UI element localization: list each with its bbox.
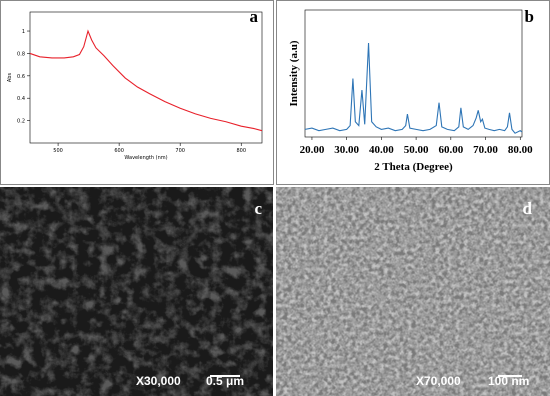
panel-b-frame bbox=[276, 0, 550, 185]
data-line bbox=[304, 42, 523, 134]
x-tick-label: 600 bbox=[114, 148, 124, 154]
x-tick-label: 80.00 bbox=[508, 144, 533, 156]
panel-label: b bbox=[525, 7, 534, 26]
x-tick-label: 500 bbox=[53, 148, 63, 154]
y-tick-label: 1 bbox=[22, 29, 25, 35]
y-tick-label: 0.4 bbox=[17, 96, 25, 102]
magnification: X70,000 bbox=[416, 374, 461, 388]
panel-label: d bbox=[523, 199, 533, 218]
y-axis-label: Intensity (a.u) bbox=[288, 40, 300, 106]
y-tick-label: 0.8 bbox=[17, 51, 25, 57]
x-tick-label: 70.00 bbox=[473, 144, 498, 156]
panel-label: a bbox=[250, 7, 259, 26]
panel-a-frame bbox=[0, 0, 274, 185]
scale-bar-label: 100 nm bbox=[488, 374, 529, 388]
x-axis-label: 2 Theta (Degree) bbox=[374, 161, 453, 173]
x-tick-label: 700 bbox=[175, 148, 185, 154]
magnification: X30,000 bbox=[136, 374, 181, 388]
x-tick-label: 30.00 bbox=[334, 144, 359, 156]
x-tick-label: 40.00 bbox=[369, 144, 394, 156]
sem-image-c: c X30,000 0.5 μm bbox=[0, 187, 273, 396]
panel-label: c bbox=[254, 199, 262, 218]
x-tick-label: 20.00 bbox=[300, 144, 325, 156]
y-tick-label: 0.2 bbox=[17, 119, 25, 125]
plot-frame bbox=[29, 11, 263, 144]
sem-image-d: d X70,000 100 nm bbox=[276, 187, 550, 396]
plot-frame bbox=[304, 9, 523, 138]
x-axis-label: Wavelength (nm) bbox=[124, 155, 167, 161]
data-line bbox=[29, 29, 263, 132]
y-tick-label: 0.6 bbox=[17, 74, 25, 80]
x-tick-label: 800 bbox=[236, 148, 246, 154]
x-tick-label: 50.00 bbox=[404, 144, 429, 156]
x-tick-label: 60.00 bbox=[438, 144, 463, 156]
scale-bar-label: 0.5 μm bbox=[206, 374, 244, 388]
y-axis-label: Abs bbox=[7, 73, 13, 83]
